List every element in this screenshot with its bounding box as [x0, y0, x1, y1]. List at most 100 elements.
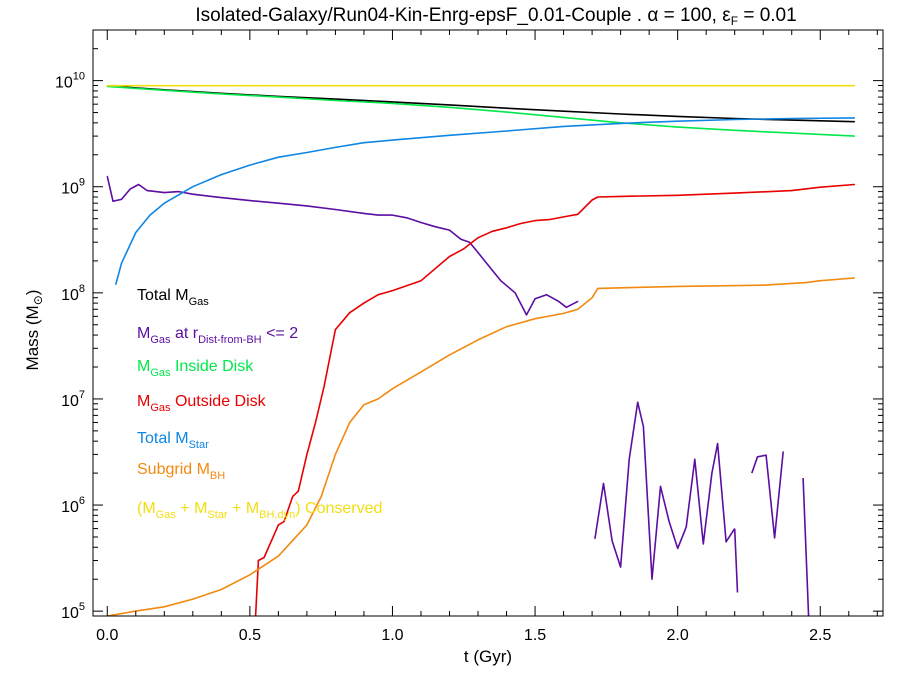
data-point [505, 107, 508, 109]
data-point [448, 134, 451, 136]
data-point [192, 186, 194, 188]
data-point [620, 195, 622, 197]
data-point [591, 297, 593, 299]
data-point [448, 229, 451, 231]
series-fragment-0 [594, 401, 736, 581]
data-point [220, 93, 222, 95]
data-point [377, 294, 379, 296]
data-point [620, 113, 622, 115]
data-point [677, 120, 679, 122]
data-point [277, 202, 279, 204]
data-point [557, 300, 559, 302]
data-point [563, 125, 565, 127]
data-point [334, 208, 336, 211]
data-point [486, 262, 488, 264]
series-line-3 [254, 183, 855, 616]
data-point [297, 490, 299, 492]
x-tick-label: 0.0 [96, 627, 118, 644]
data-point [734, 129, 736, 131]
data-point [363, 212, 365, 214]
data-point [277, 156, 279, 158]
data-point [206, 195, 208, 197]
legend-entry: MGas Inside Disk [137, 358, 254, 379]
data-point [734, 192, 736, 194]
series-3 [254, 183, 856, 616]
data-point [163, 192, 165, 194]
data-point [534, 220, 536, 222]
data-point [163, 202, 165, 204]
data-point [577, 300, 579, 302]
data-point [391, 102, 394, 104]
data-point [192, 193, 194, 195]
data-point [163, 89, 165, 91]
data-point [106, 85, 108, 87]
data-point [391, 388, 394, 390]
data-point [306, 205, 308, 207]
data-point [334, 146, 336, 148]
data-point [853, 135, 856, 137]
data-point [534, 318, 536, 320]
data-point [363, 142, 365, 144]
data-point [434, 226, 436, 228]
data-point [277, 524, 279, 526]
data-point [112, 200, 114, 202]
data-point [249, 164, 251, 166]
data-point [762, 284, 764, 286]
data-point [491, 230, 493, 232]
data-point [477, 339, 479, 341]
data-point [534, 85, 536, 87]
data-point [391, 214, 394, 216]
series-4 [115, 117, 856, 285]
data-point [853, 117, 856, 119]
data-point [334, 453, 336, 455]
data-point [677, 85, 679, 87]
data-point [149, 214, 151, 216]
legend-entry: Subgrid MBH [137, 461, 225, 482]
series-layer [106, 84, 856, 616]
data-point [334, 99, 336, 102]
data-point [135, 231, 137, 234]
data-point [448, 354, 451, 356]
data-point [563, 216, 565, 218]
data-point [545, 294, 548, 296]
data-point [448, 255, 451, 258]
data-point [363, 302, 365, 304]
data-point [853, 183, 856, 186]
data-point [805, 282, 807, 284]
data-point [349, 421, 351, 424]
series-5 [106, 277, 856, 616]
series-line-2 [107, 85, 855, 137]
data-point [192, 598, 194, 600]
data-point [460, 238, 462, 240]
data-point [178, 191, 180, 193]
x-tick-label: 0.5 [239, 627, 261, 644]
data-point [448, 106, 451, 108]
data-point [734, 118, 736, 121]
data-point [391, 290, 394, 292]
chart-title: Isolated-Galaxy/Run04-Kin-Enrg-epsF_0.01… [195, 5, 796, 28]
series-fragment-3 [802, 477, 810, 616]
series-6 [106, 84, 856, 87]
series-fragment-1 [733, 528, 739, 593]
data-point [349, 312, 351, 314]
data-point [819, 186, 821, 188]
data-point [819, 280, 821, 282]
legend-entry: (MGas + MStar + MBH,dyn) Conserved [137, 500, 382, 521]
y-axis-label: Mass (M⊙) [23, 290, 45, 371]
data-point [420, 280, 422, 282]
data-point [220, 588, 222, 591]
data-point [220, 174, 222, 176]
legend-entry: Total MStar [137, 430, 209, 451]
data-point [534, 298, 536, 300]
data-point [163, 606, 165, 608]
data-point [463, 248, 465, 250]
data-point [391, 85, 394, 87]
data-point [563, 116, 565, 118]
data-point [306, 524, 308, 526]
data-point [597, 196, 599, 198]
data-point [620, 122, 622, 124]
legend-entry: MGas Outside Disk [137, 393, 267, 414]
data-point [505, 130, 508, 132]
data-point [277, 96, 279, 98]
